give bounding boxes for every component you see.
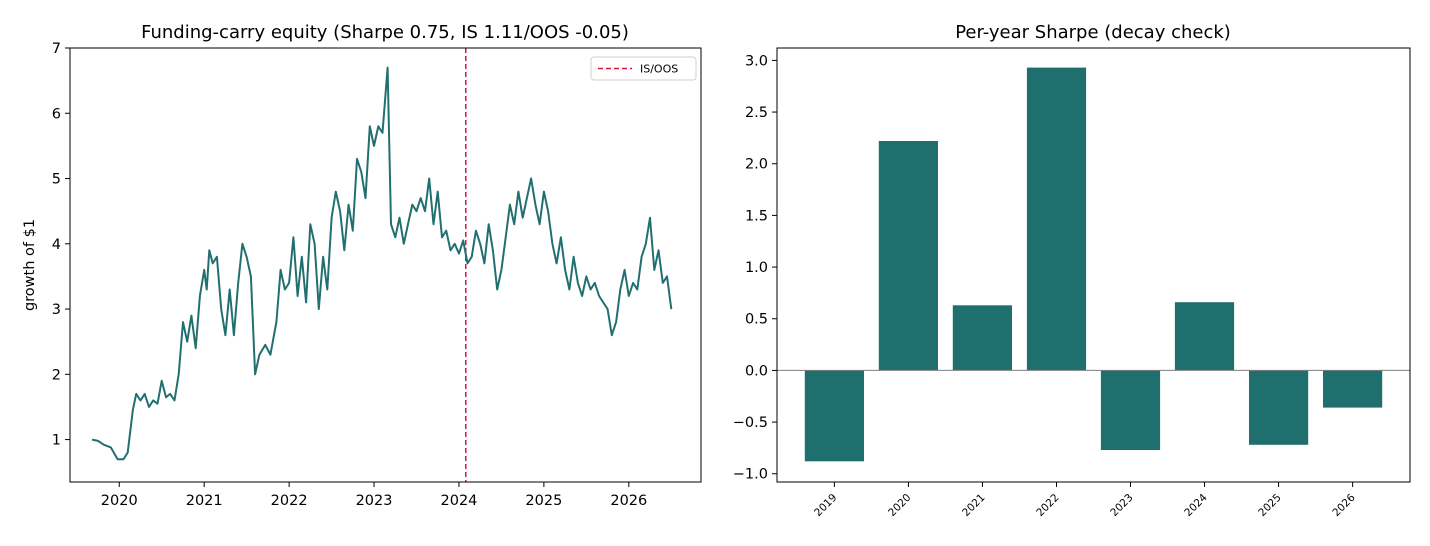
sharpe-y-tick-label: −0.5 [733, 415, 768, 431]
equity-y-axis: 1 2 3 4 5 6 7 [52, 41, 70, 449]
equity-x-tick-label: 2026 [610, 493, 647, 509]
sharpe-x-tick-label: 2019 [812, 492, 839, 519]
sharpe-plot-frame [776, 47, 1411, 483]
equity-legend: IS/OOS [590, 56, 697, 81]
sharpe-y-tick-label: 2.5 [745, 105, 768, 121]
sharpe-y-tick-label: 2.0 [745, 157, 768, 173]
sharpe-y-tick-label: 1.0 [745, 260, 768, 276]
sharpe-x-tick-label: 2022 [1034, 492, 1061, 519]
sharpe-y-tick-label: 1.5 [745, 208, 768, 224]
sharpe-bar-2024 [1174, 302, 1235, 371]
sharpe-chart: Per-year Sharpe (decay check) −1.0 −0.5 0.… [733, 22, 1411, 519]
equity-plot-frame [69, 47, 702, 483]
sharpe-x-tick-label: 2021 [960, 492, 987, 519]
equity-y-tick-label: 7 [52, 41, 61, 57]
equity-chart-title: Funding-carry equity (Sharpe 0.75, IS 1.… [141, 22, 629, 43]
sharpe-y-tick-label: −1.0 [733, 467, 768, 483]
sharpe-bar-2025 [1249, 370, 1309, 445]
sharpe-x-tick-label: 2025 [1256, 492, 1283, 519]
equity-chart: Funding-carry equity (Sharpe 0.75, IS 1.… [22, 22, 702, 509]
sharpe-x-tick-label: 2023 [1108, 492, 1135, 519]
equity-x-tick-label: 2022 [271, 493, 308, 509]
sharpe-bar-2022 [1026, 67, 1087, 371]
legend-label-is-oos: IS/OOS [640, 63, 678, 76]
sharpe-y-tick-label: 0.0 [745, 363, 768, 379]
equity-y-tick-label: 5 [52, 172, 61, 188]
equity-y-tick-label: 3 [52, 302, 61, 318]
sharpe-y-tick-label: 3.0 [745, 53, 768, 69]
sharpe-bar-2020 [878, 141, 938, 371]
equity-y-tick-label: 2 [52, 367, 61, 383]
equity-x-tick-label: 2025 [525, 493, 562, 509]
sharpe-bar-2026 [1323, 370, 1383, 408]
equity-y-tick-label: 6 [52, 106, 61, 122]
sharpe-bars [804, 67, 1383, 462]
equity-x-axis: 2020 2021 2022 2023 2024 2025 2026 [101, 482, 647, 509]
equity-x-tick-label: 2023 [356, 493, 393, 509]
equity-y-tick-label: 4 [52, 237, 61, 253]
sharpe-x-tick-label: 2020 [886, 492, 913, 519]
sharpe-y-tick-label: 0.5 [745, 312, 768, 328]
sharpe-x-tick-label: 2024 [1182, 491, 1210, 519]
sharpe-x-tick-label: 2026 [1330, 491, 1358, 519]
sharpe-bar-2021 [952, 305, 1012, 371]
equity-y-axis-label: growth of $1 [22, 219, 38, 311]
equity-x-tick-label: 2024 [441, 493, 478, 509]
sharpe-bar-2019 [804, 370, 864, 462]
sharpe-chart-title: Per-year Sharpe (decay check) [955, 22, 1231, 43]
equity-line [91, 66, 673, 461]
sharpe-x-axis: 2019 2020 2021 2022 2023 2024 2025 2026 [812, 482, 1358, 519]
sharpe-bar-2023 [1100, 370, 1161, 450]
sharpe-y-axis: −1.0 −0.5 0.0 0.5 1.0 1.5 2.0 2.5 3.0 [733, 53, 777, 483]
equity-x-tick-label: 2020 [101, 493, 138, 509]
equity-x-tick-label: 2021 [186, 493, 223, 509]
equity-y-tick-label: 1 [52, 433, 61, 449]
legend-box [590, 56, 697, 81]
